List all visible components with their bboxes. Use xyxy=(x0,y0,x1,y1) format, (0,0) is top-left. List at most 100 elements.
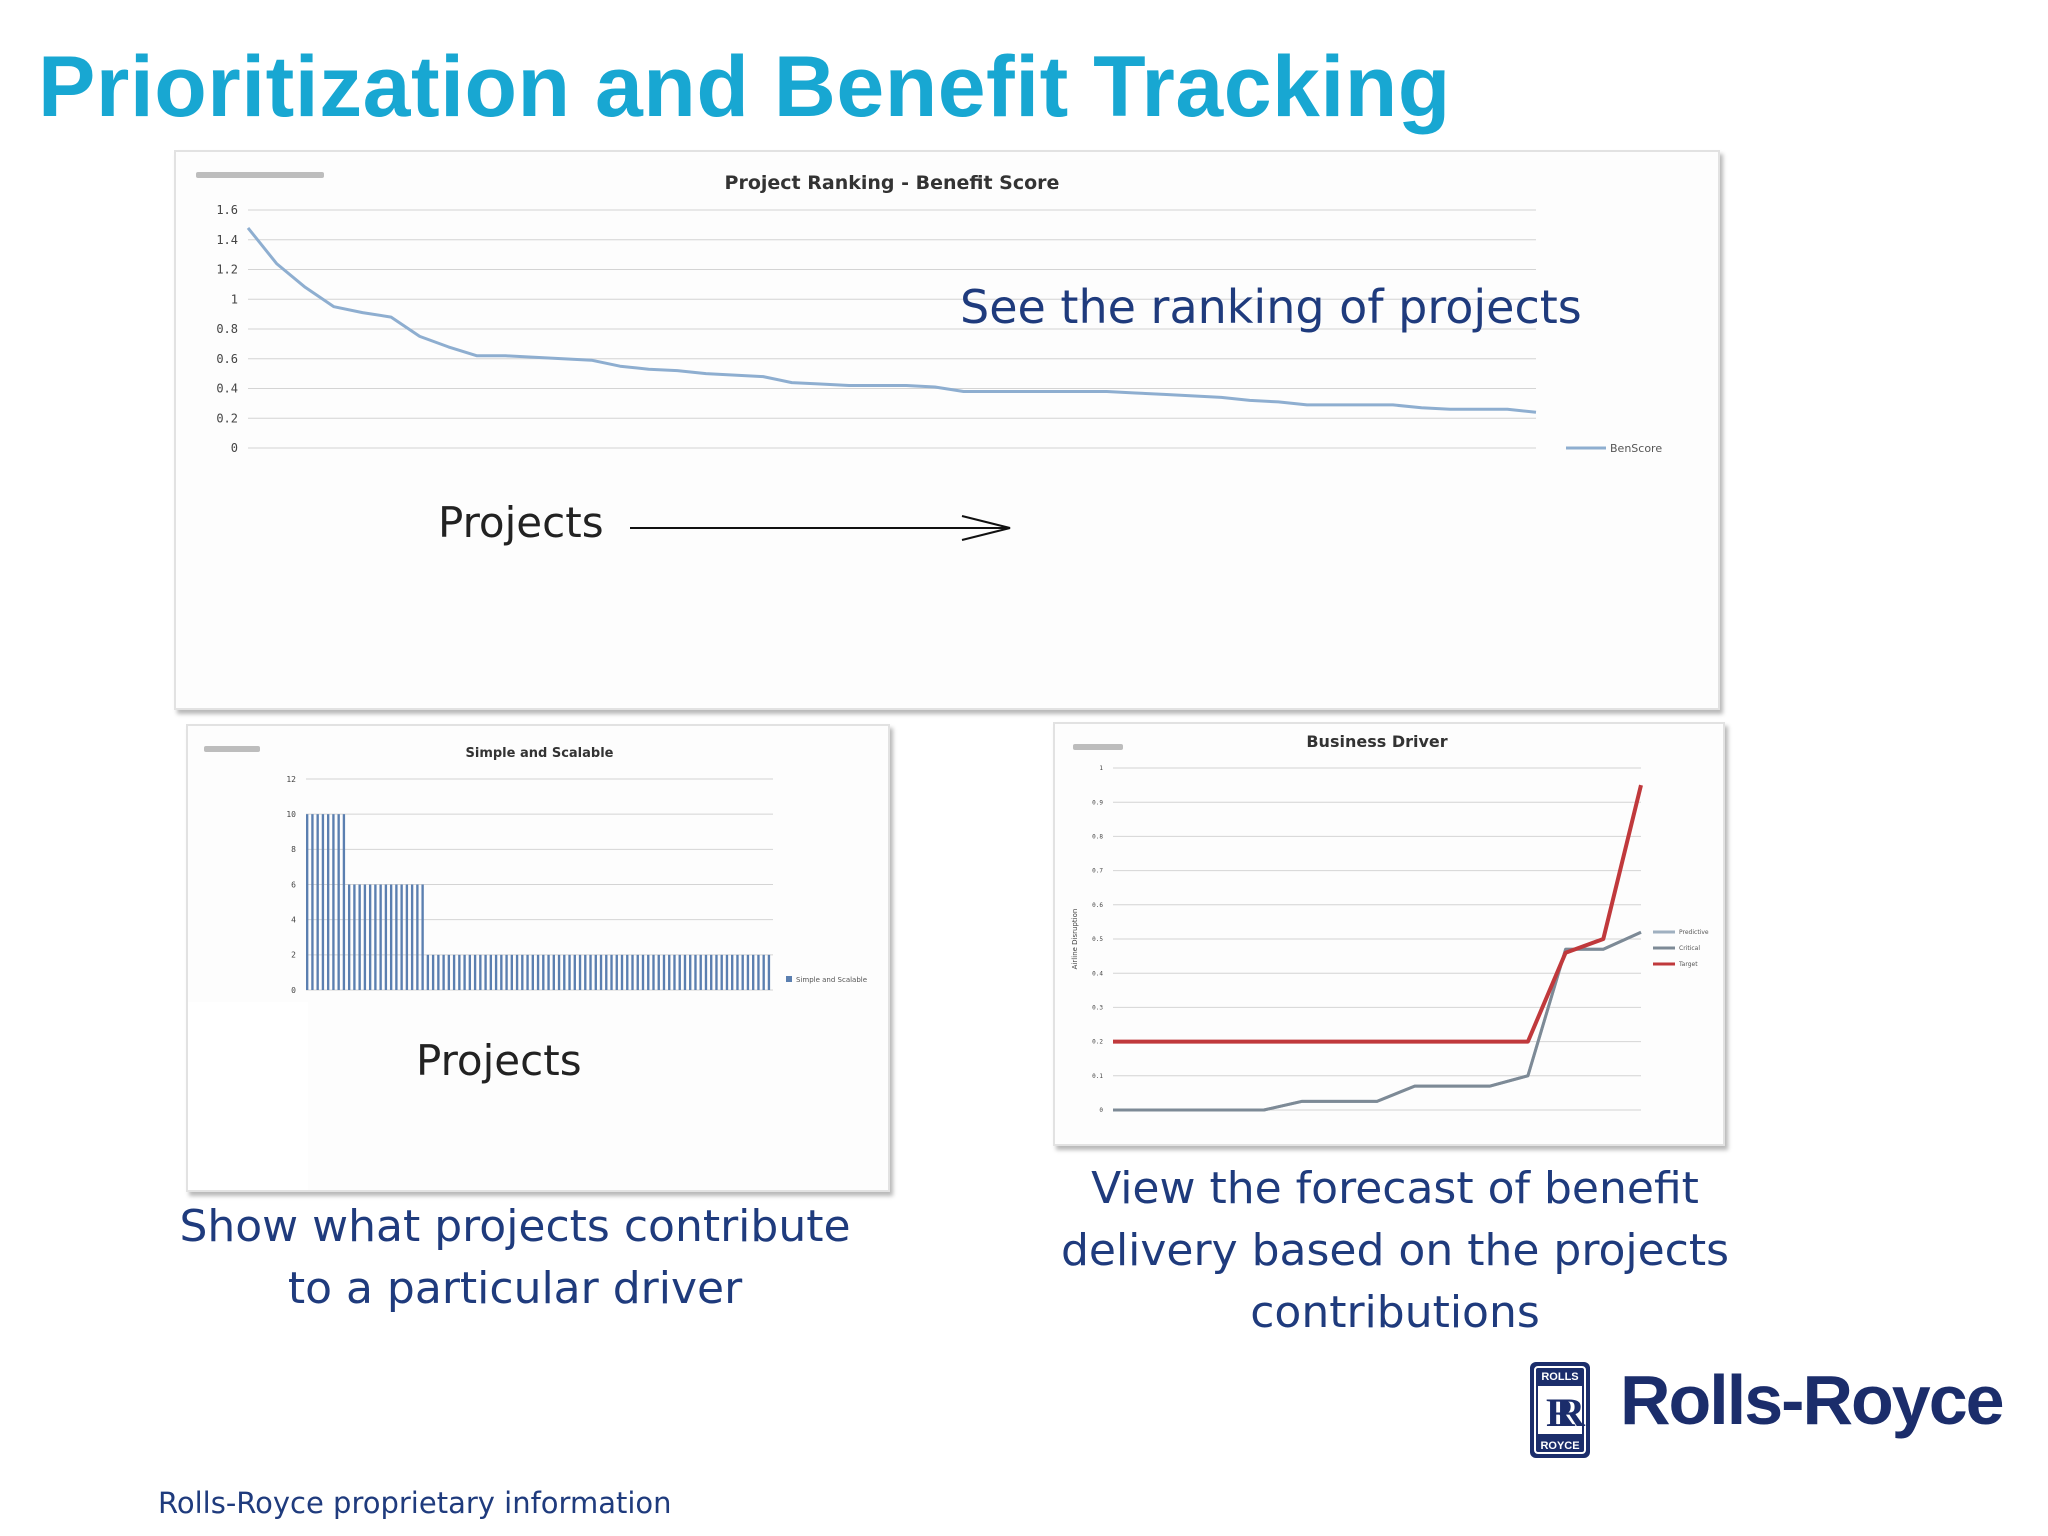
y-tick-label: 0.4 xyxy=(1092,970,1103,977)
bar xyxy=(631,954,634,990)
legend-label: Target xyxy=(1678,961,1698,968)
bar xyxy=(594,954,597,990)
y-tick-label: 0.9 xyxy=(1092,799,1103,806)
bar xyxy=(342,814,346,990)
caption-driver-line-3: contributions xyxy=(1250,1287,1540,1338)
bar xyxy=(510,954,513,990)
bar xyxy=(316,814,319,990)
legend-label: Critical xyxy=(1679,945,1700,952)
chart-title: Project Ranking - Benefit Score xyxy=(725,172,1060,194)
bar xyxy=(447,954,451,990)
chart-toolbar-stub xyxy=(1073,744,1123,750)
bar xyxy=(347,884,351,990)
y-tick-label: 0.6 xyxy=(1092,902,1103,909)
projects-label-bottom: Projects xyxy=(416,1036,582,1085)
bar xyxy=(620,954,624,990)
chart-toolbar-stub xyxy=(196,172,324,178)
bar xyxy=(358,884,361,990)
bar xyxy=(536,954,540,990)
bar xyxy=(752,954,755,990)
caption-simple-line-2: to a particular driver xyxy=(287,1263,743,1314)
y-tick-label: 8 xyxy=(291,845,296,854)
y-tick-label: 0.1 xyxy=(1092,1073,1103,1080)
y-tick-label: 0.4 xyxy=(216,382,238,396)
bar xyxy=(736,954,739,990)
bar xyxy=(673,954,676,990)
caption-simple: Show what projects contribute to a parti… xyxy=(150,1196,880,1320)
bar xyxy=(584,954,587,990)
bar xyxy=(741,954,744,990)
bar xyxy=(489,954,493,990)
bar xyxy=(458,954,461,990)
bar xyxy=(311,814,314,990)
bar xyxy=(479,954,482,990)
bar xyxy=(647,954,650,990)
bar xyxy=(731,954,734,990)
bar xyxy=(605,954,608,990)
svg-text:R: R xyxy=(1546,1390,1576,1435)
bar xyxy=(363,884,367,990)
bar xyxy=(563,954,566,990)
bar xyxy=(526,954,529,990)
bar xyxy=(762,954,765,990)
rolls-royce-logo: R R ROLLS ROYCE Rolls-Royce xyxy=(1528,1360,2028,1460)
bar xyxy=(573,954,576,990)
y-tick-label: 0.8 xyxy=(216,322,238,336)
chart-title: Business Driver xyxy=(1306,732,1447,751)
bar xyxy=(442,954,445,990)
bar xyxy=(715,954,718,990)
bar xyxy=(636,954,639,990)
bar xyxy=(332,814,335,990)
caption-ranking: See the ranking of projects xyxy=(960,280,1582,334)
bar xyxy=(615,954,618,990)
y-tick-label: 0.3 xyxy=(1092,1005,1103,1012)
bar xyxy=(500,954,503,990)
simple-scalable-panel: Simple and Scalable 0 2 4 6 8 10 12 Simple and S… xyxy=(186,724,890,1192)
bar xyxy=(694,954,697,990)
caption-driver-line-2: delivery based on the projects xyxy=(1060,1225,1730,1276)
crop-mask xyxy=(188,1002,308,1190)
bar xyxy=(326,814,330,990)
bar xyxy=(468,954,472,990)
bar xyxy=(484,954,487,990)
bar xyxy=(662,954,666,990)
caption-driver: View the forecast of benefit delivery ba… xyxy=(1060,1158,1730,1344)
y-tick-label: 6 xyxy=(291,880,296,889)
bar xyxy=(599,954,603,990)
bar xyxy=(410,884,414,990)
caption-simple-line-1: Show what projects contribute xyxy=(179,1201,851,1252)
bar xyxy=(353,884,356,990)
projects-label-top: Projects xyxy=(438,498,604,547)
y-tick-label: 4 xyxy=(291,915,296,924)
bar xyxy=(557,954,561,990)
y-tick-label: 10 xyxy=(286,810,296,819)
bar xyxy=(389,884,393,990)
y-tick-label: 0.6 xyxy=(216,352,238,366)
bar xyxy=(521,954,524,990)
y-tick-label: 0.2 xyxy=(1092,1039,1103,1046)
y-tick-label: 2 xyxy=(291,951,296,960)
bar xyxy=(704,954,708,990)
bar xyxy=(515,954,519,990)
simple-scalable-chart: Simple and Scalable 0 2 4 6 8 10 12 Simple and S… xyxy=(188,746,867,1190)
bar xyxy=(652,954,655,990)
bar xyxy=(400,884,403,990)
y-tick-label: 0 xyxy=(1099,1107,1103,1114)
bar xyxy=(505,954,508,990)
series-line-benscore xyxy=(246,226,1537,414)
chart-title: Simple and Scalable xyxy=(466,746,614,761)
bar xyxy=(746,954,750,990)
ranking-chart: Project Ranking - Benefit Score 0 0.2 0.4 0.… xyxy=(216,172,1662,455)
caption-driver-line-1: View the forecast of benefit xyxy=(1091,1163,1699,1214)
series-line-critical xyxy=(1113,930,1642,1112)
y-tick-label: 0 xyxy=(291,986,296,995)
y-tick-label: 1 xyxy=(1099,765,1103,772)
bar xyxy=(710,954,713,990)
business-driver-panel: Business Driver 0 0.1 0.2 0.3 0.4 0.5 0.6 0.7 0.8… xyxy=(1053,722,1725,1146)
bar xyxy=(610,954,613,990)
bar xyxy=(321,814,325,990)
bar xyxy=(589,954,592,990)
bar xyxy=(368,884,372,990)
y-tick-label: 0.5 xyxy=(1092,936,1103,943)
bar xyxy=(405,884,409,990)
